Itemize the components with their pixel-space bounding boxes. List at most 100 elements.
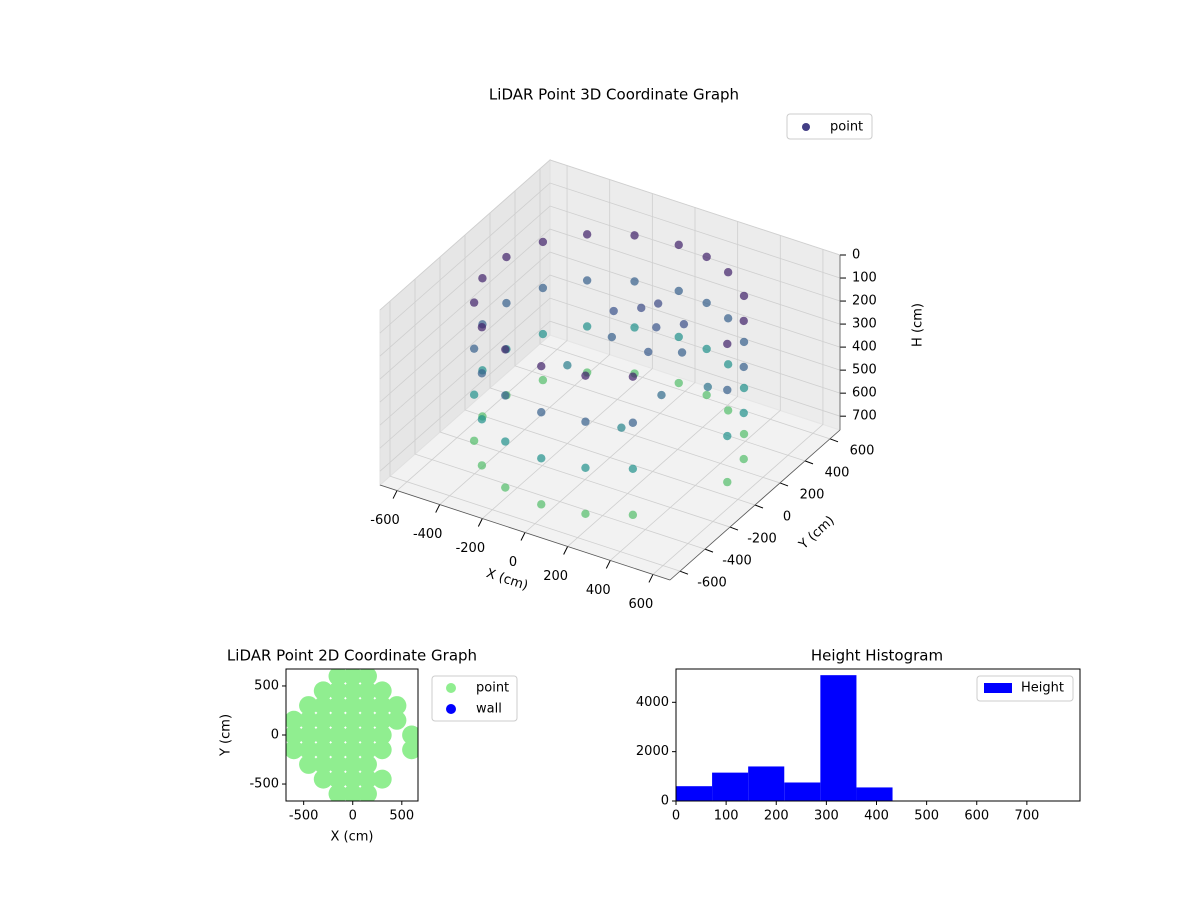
point	[702, 344, 711, 354]
point	[537, 408, 546, 417]
point	[313, 740, 333, 760]
grid-line	[414, 279, 706, 550]
point	[657, 390, 666, 400]
point	[343, 740, 363, 760]
bar	[856, 787, 893, 801]
grid-line	[439, 257, 731, 528]
tick-mark	[392, 490, 398, 499]
x-tick-label: 300	[814, 809, 839, 824]
y-tick-label: 0	[271, 728, 279, 743]
point	[723, 431, 732, 441]
x-tick-label: -200	[456, 541, 486, 556]
point	[702, 298, 711, 308]
point	[617, 423, 626, 432]
point	[537, 361, 546, 371]
point	[313, 769, 333, 789]
z-tick-label: 600	[852, 386, 877, 401]
point	[328, 696, 348, 716]
point	[723, 477, 732, 487]
chart-title: LiDAR Point 3D Coordinate Graph	[489, 86, 739, 104]
point	[582, 230, 592, 239]
point	[372, 710, 392, 730]
y-tick-label: 200	[800, 487, 825, 502]
grid-line	[439, 179, 611, 505]
point	[502, 252, 511, 262]
point	[387, 710, 407, 730]
z-tick-label: 0	[852, 248, 860, 263]
axes-frame	[675, 668, 1081, 802]
point	[739, 362, 748, 372]
tick-mark	[520, 532, 526, 541]
point	[372, 725, 392, 745]
x-tick-label: 100	[714, 809, 739, 824]
point	[628, 372, 638, 381]
point	[674, 240, 683, 250]
point	[477, 415, 487, 424]
tick-mark	[729, 526, 739, 531]
point	[313, 725, 333, 745]
grid-line	[379, 297, 841, 449]
point	[653, 299, 663, 308]
point	[357, 669, 377, 686]
point	[372, 740, 392, 760]
point	[328, 740, 348, 760]
point	[723, 339, 732, 349]
x-tick-label: 200	[543, 569, 568, 584]
y-axis-label: Y (cm)	[219, 714, 234, 757]
point	[637, 303, 646, 313]
y-tick-label: -600	[697, 576, 727, 591]
grid-line	[514, 190, 806, 462]
z-tick-label: 200	[852, 294, 877, 309]
point	[501, 391, 510, 400]
x-tick-label: 700	[1014, 809, 1039, 824]
point	[357, 710, 377, 730]
point	[286, 725, 304, 745]
point	[372, 696, 392, 716]
y-tick-label: 0	[783, 510, 791, 525]
point	[469, 436, 479, 445]
y-tick-label: 0	[661, 794, 669, 809]
legend-box	[976, 675, 1074, 702]
y-tick-label: -400	[722, 554, 752, 569]
legend-label: point	[476, 681, 509, 696]
point	[313, 681, 333, 701]
grid-line	[524, 207, 696, 533]
point	[501, 437, 510, 446]
grid-line	[379, 251, 841, 403]
tick-mark	[804, 460, 814, 465]
axis-line	[379, 484, 671, 581]
point	[343, 769, 363, 789]
point	[343, 696, 363, 716]
point	[299, 754, 319, 774]
point	[357, 681, 377, 701]
legend-label: Height	[1021, 681, 1064, 696]
point	[628, 418, 638, 427]
point	[477, 461, 487, 470]
x-tick-label: 600	[629, 597, 654, 612]
bar	[712, 772, 749, 801]
point	[313, 710, 333, 730]
point	[537, 500, 546, 509]
point	[607, 332, 617, 342]
point	[357, 740, 377, 760]
point	[581, 371, 590, 380]
point	[739, 316, 748, 326]
point	[357, 725, 377, 745]
x-tick-label: 0	[672, 809, 680, 824]
grid-line	[379, 159, 841, 311]
point	[581, 463, 590, 472]
point	[581, 417, 590, 426]
point	[299, 740, 319, 760]
legend-label: wall	[476, 702, 502, 717]
point	[538, 375, 548, 385]
y-tick-label: -200	[747, 532, 777, 547]
point	[739, 408, 748, 418]
point	[372, 769, 392, 789]
legend-swatch	[984, 683, 1012, 693]
y-tick-label: 500	[254, 678, 279, 693]
point	[739, 429, 749, 439]
grid-line	[464, 235, 756, 506]
x-tick-label: 200	[764, 809, 789, 824]
